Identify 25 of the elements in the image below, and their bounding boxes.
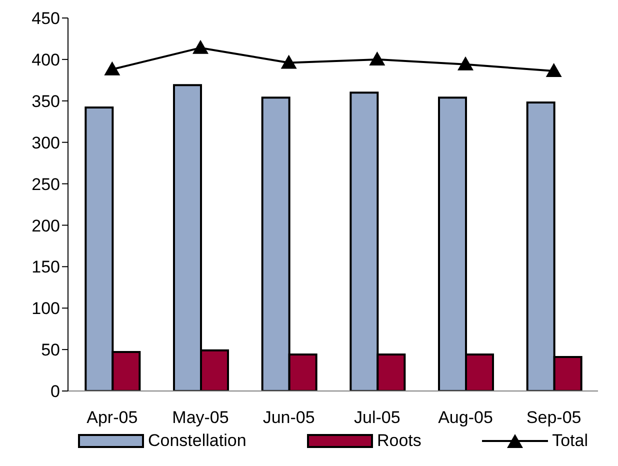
y-tick-label: 150: [32, 258, 60, 277]
y-tick-label: 200: [32, 216, 60, 236]
legend-label: Constellation: [147, 431, 246, 451]
x-tick-label: May-05: [172, 408, 229, 428]
y-tick-label: 50: [41, 340, 60, 360]
y-tick-label: 450: [32, 9, 60, 28]
point: [280, 54, 297, 69]
point: [546, 63, 562, 78]
x-tick-label: Jul-05: [354, 408, 400, 428]
y-tick-label: 400: [32, 50, 60, 70]
x-tick-label: Aug-05: [438, 408, 493, 428]
legend-label: Total: [551, 431, 588, 451]
point: [192, 40, 208, 54]
point: [458, 56, 474, 70]
y-tick-label: 350: [32, 92, 60, 111]
x-tick-label: Sep-05: [526, 408, 582, 428]
y-tick-label: 0: [50, 382, 60, 402]
x-tick-label: Jun-05: [262, 408, 315, 428]
y-tick-label: 250: [32, 174, 60, 194]
point: [369, 51, 386, 66]
legend-label: Roots: [376, 431, 422, 451]
point: [104, 61, 120, 76]
y-tick-label: 100: [32, 299, 60, 318]
x-tick-label: Apr-05: [86, 408, 138, 428]
y-tick-label: 300: [32, 133, 60, 152]
